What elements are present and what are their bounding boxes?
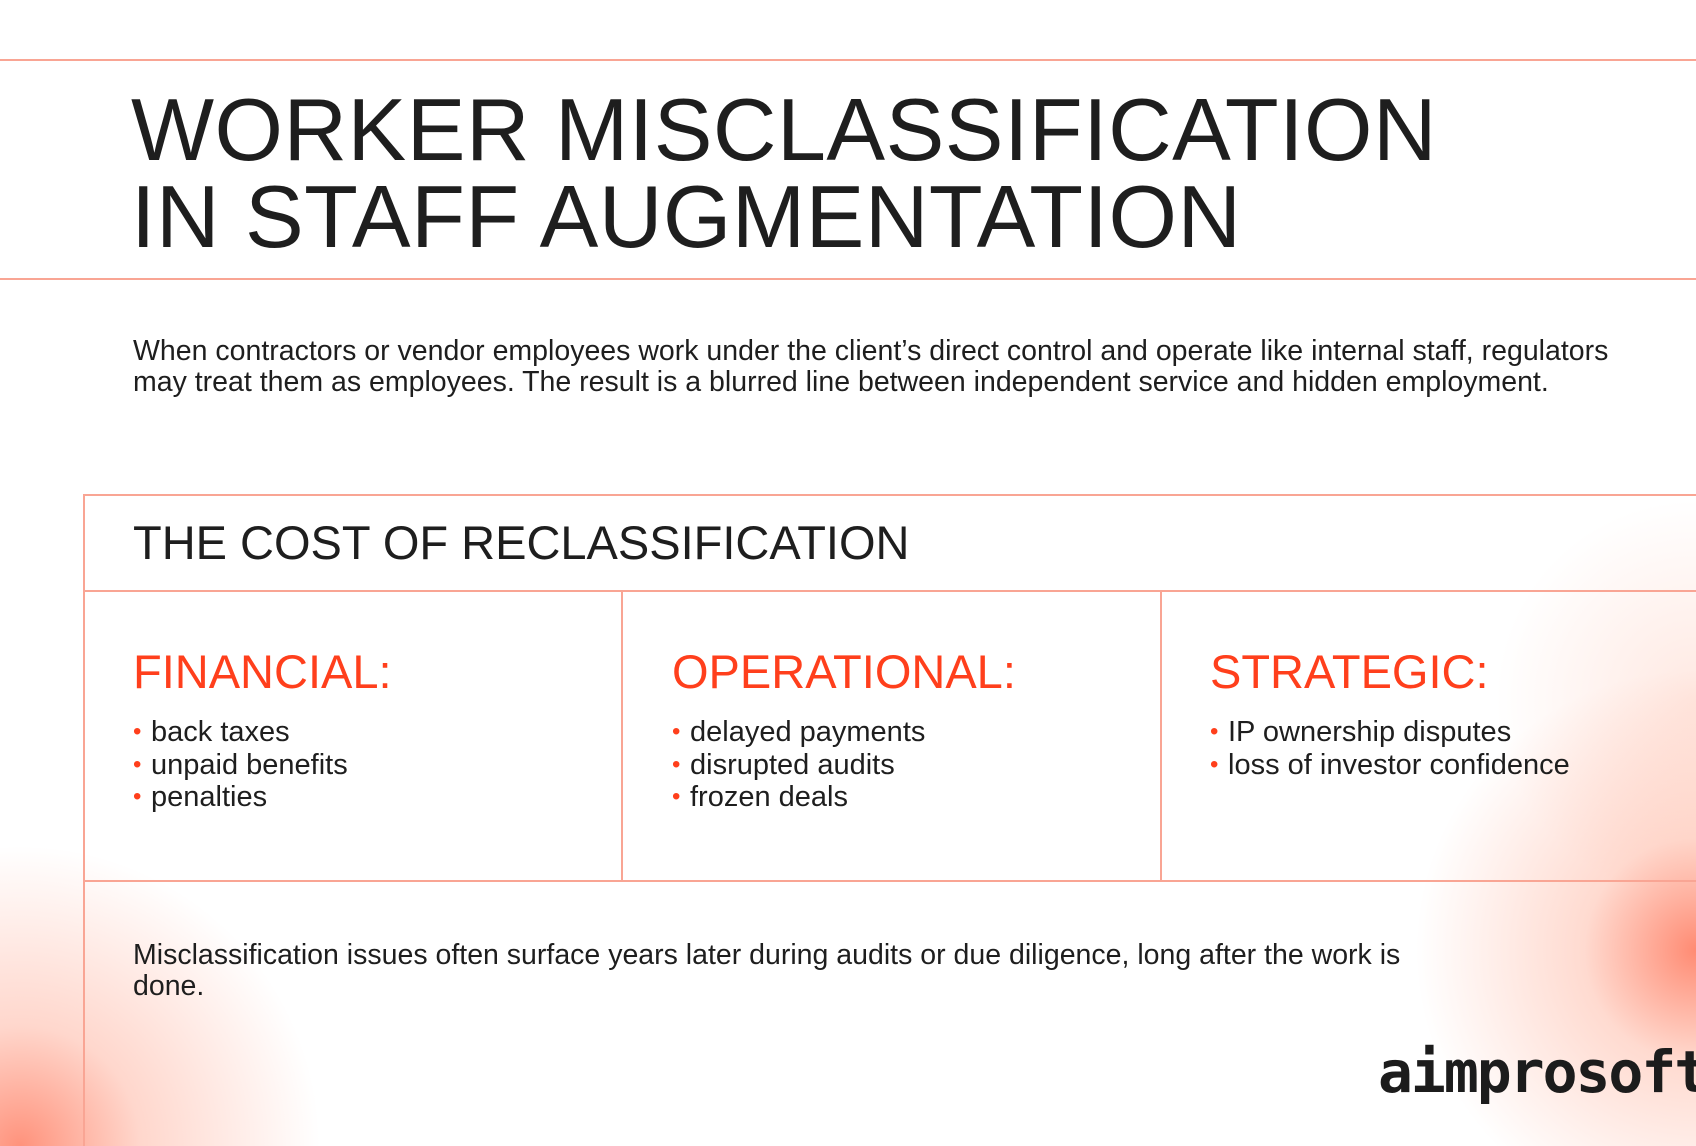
column-strategic: STRATEGIC: IP ownership disputes loss of… <box>1210 644 1570 781</box>
list-item: delayed payments <box>672 716 1016 749</box>
column-heading: STRATEGIC: <box>1210 645 1489 698</box>
box-header-divider <box>84 590 1696 592</box>
intro-paragraph: When contractors or vendor employees wor… <box>133 335 1609 398</box>
column-financial: FINANCIAL: back taxes unpaid benefits pe… <box>133 644 392 814</box>
bullet-list: back taxes unpaid benefits penalties <box>133 716 392 814</box>
cost-heading: THE COST OF RECLASSIFICATION <box>133 516 910 569</box>
title-line: WORKER MISCLASSIFICATION <box>131 80 1438 179</box>
box-left-border <box>83 494 85 1146</box>
title-line: IN STAFF AUGMENTATION <box>131 167 1242 266</box>
column-heading: FINANCIAL: <box>133 645 392 698</box>
list-item: disrupted audits <box>672 749 1016 782</box>
column-divider <box>1160 590 1162 881</box>
list-item: unpaid benefits <box>133 749 392 782</box>
column-heading: OPERATIONAL: <box>672 645 1016 698</box>
column-operational: OPERATIONAL: delayed payments disrupted … <box>672 644 1016 814</box>
footnote-paragraph: Misclassification issues often surface y… <box>133 939 1401 1002</box>
box-top-border <box>84 494 1696 496</box>
page-title: WORKER MISCLASSIFICATION IN STAFF AUGMEN… <box>131 86 1437 261</box>
list-item: IP ownership disputes <box>1210 716 1570 749</box>
divider <box>0 278 1696 280</box>
column-divider <box>621 590 623 881</box>
list-item: penalties <box>133 781 392 814</box>
bullet-list: delayed payments disrupted audits frozen… <box>672 716 1016 814</box>
aimprosoft-logo: aimprosoft <box>1378 1038 1696 1106</box>
bullet-list: IP ownership disputes loss of investor c… <box>1210 716 1570 781</box>
box-bottom-divider <box>84 880 1696 882</box>
list-item: loss of investor confidence <box>1210 749 1570 782</box>
list-item: frozen deals <box>672 781 1016 814</box>
divider <box>0 59 1696 61</box>
list-item: back taxes <box>133 716 392 749</box>
